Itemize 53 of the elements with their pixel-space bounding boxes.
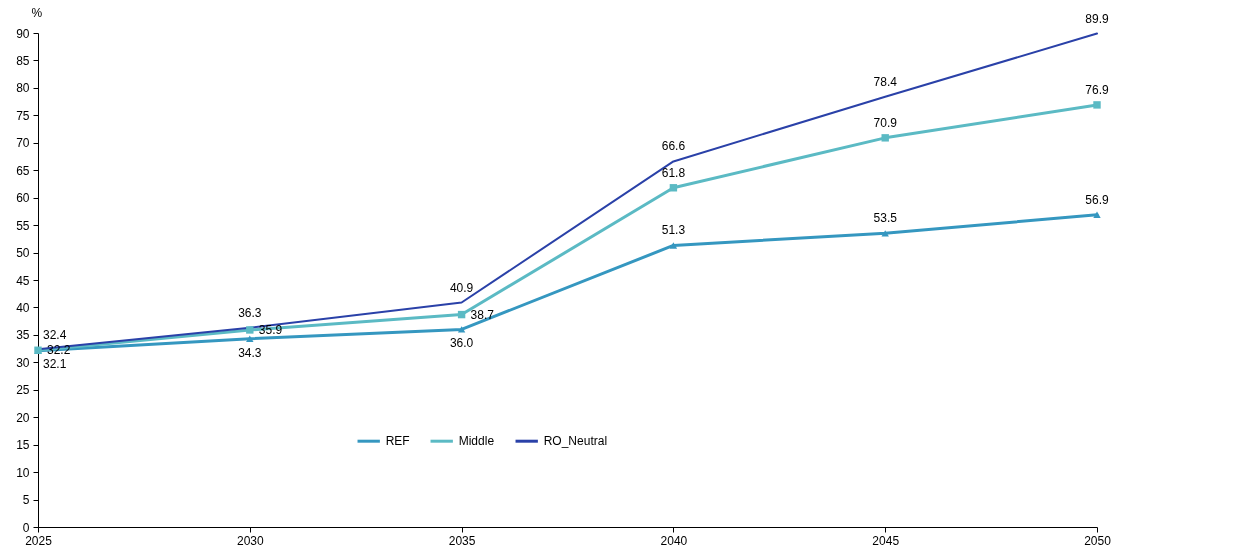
x-tick-label: 2035 (448, 533, 476, 548)
legend-label: REF (385, 434, 410, 449)
y-tick-label: 50 (16, 246, 30, 261)
point (246, 335, 254, 342)
data-label: 61.8 (661, 165, 686, 180)
x-tick-label: 2025 (25, 533, 53, 548)
y-tick-label: 0 (22, 520, 30, 535)
y-tick-label: 35 (16, 328, 30, 343)
data-label: 40.9 (449, 280, 474, 295)
point (669, 242, 678, 249)
legend-label: Middle (458, 434, 495, 449)
point (1093, 101, 1101, 109)
point (881, 230, 889, 237)
y-tick-label: 85 (16, 53, 30, 68)
y-tick-label: 15 (16, 438, 30, 453)
y-tick-label: 20 (16, 410, 30, 425)
y-tick-label: 65 (16, 163, 30, 178)
data-label: 70.9 (873, 115, 898, 130)
y-axis-title: % (31, 5, 43, 20)
point (881, 134, 889, 142)
x-tick-label: 2040 (660, 533, 688, 548)
x-tick-label: 2045 (872, 533, 900, 548)
point (457, 326, 466, 333)
data-label: 38.7 (470, 307, 495, 322)
data-label: 51.3 (661, 223, 686, 238)
data-label: 76.9 (1085, 82, 1109, 97)
legend-label: RO_Neutral (543, 434, 608, 449)
data-label: 66.6 (661, 139, 686, 154)
y-tick-label: 45 (16, 273, 30, 288)
data-label: 56.9 (1085, 192, 1109, 207)
data-label: 32.4 (43, 328, 67, 343)
data-label: 36.3 (238, 305, 262, 320)
y-tick-label: 60 (16, 191, 30, 206)
point (246, 326, 254, 334)
point (1093, 211, 1101, 218)
data-label: 34.3 (238, 345, 262, 360)
y-tick-label: 55 (16, 218, 30, 233)
data-label: 36.0 (449, 336, 474, 351)
data-label: 32.1 (43, 356, 67, 371)
data-label: 89.9 (1085, 11, 1109, 26)
data-label: 53.5 (873, 211, 898, 226)
y-tick-label: 80 (16, 81, 30, 96)
y-tick-label: 90 (16, 26, 30, 41)
x-tick-label: 2030 (236, 533, 264, 548)
y-tick-label: 25 (16, 383, 30, 398)
y-tick-label: 5 (22, 493, 30, 508)
data-label: 78.4 (873, 74, 898, 89)
y-tick-label: 10 (16, 465, 30, 480)
y-tick-label: 40 (16, 300, 30, 315)
y-tick-label: 75 (16, 108, 30, 123)
y-tick-label: 70 (16, 136, 30, 151)
x-tick-label: 2050 (1084, 533, 1112, 548)
y-tick-label: 30 (16, 355, 30, 370)
